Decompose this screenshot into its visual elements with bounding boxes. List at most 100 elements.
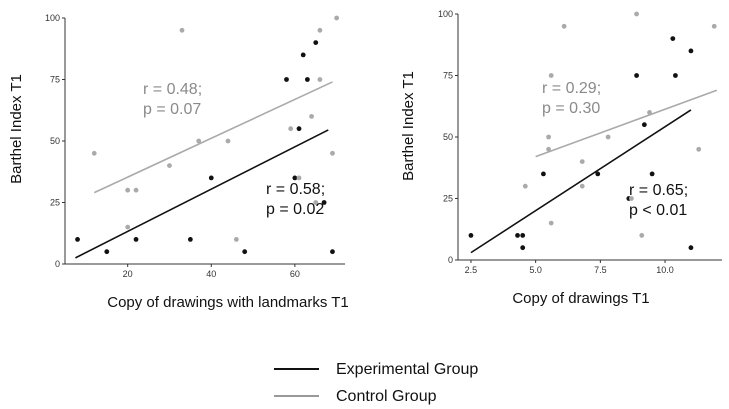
annotation-line: r = 0.48; [143,81,202,98]
data-point-control-group [647,110,652,115]
chart-left-marks: 0 25 50 75 100 20 40 60 [45,13,345,279]
legend-item-control: Control Group [274,388,437,405]
fit-line-experimental-group [75,129,329,259]
x-tick-label: 10.0 [656,265,674,275]
legend-label-control: Control Group [336,388,437,405]
fit-line-experimental-group [470,109,692,254]
x-tick-label: 7.5 [594,265,607,275]
y-tick-label: 25 [443,194,453,204]
data-point-control-group [179,27,185,33]
data-point-control-group [639,233,645,238]
data-point-control-group [605,134,611,140]
data-point-control-group [711,23,717,29]
data-point-control-group [317,27,323,33]
data-point-experimental-group [688,48,694,54]
chart-right: 0 25 50 75 100 2.5 5.0 7.5 10.0 Copy of drawings… [400,9,722,307]
annotation-line: p = 0.07 [143,101,201,118]
x-tick-label: 60 [290,269,300,279]
y-tick-label: 0 [55,259,60,269]
data-point-experimental-group [321,200,327,205]
data-point-control-group [696,146,702,152]
data-point-experimental-group [300,52,306,58]
data-point-control-group [167,163,172,169]
data-point-control-group [634,11,639,17]
fit-line-control-group [535,89,718,158]
legend-label-experimental: Experimental Group [336,361,478,378]
annotation-line: p < 0.01 [629,202,687,219]
chart-right-ylabel: Barthel Index T1 [400,71,417,181]
data-point-experimental-group [649,171,655,177]
y-tick-label: 100 [438,9,453,19]
data-point-experimental-group [292,175,298,181]
data-point-control-group [330,150,335,156]
data-point-control-group [548,73,554,78]
data-point-experimental-group [208,175,214,181]
data-point-experimental-group [641,122,647,128]
chart-left-annotation-control: r = 0.48; p = 0.07 [143,81,202,118]
data-point-experimental-group [242,249,248,255]
data-point-experimental-group [468,233,474,238]
legend: Experimental Group Control Group [274,361,478,405]
data-point-experimental-group [104,249,110,255]
data-point-control-group [313,200,319,205]
chart-right-marks: 0 25 50 75 100 2.5 5.0 7.5 10.0 [438,9,722,275]
annotation-line: p = 0.30 [542,100,600,117]
data-point-control-group [225,138,231,144]
data-point-experimental-group [520,233,526,238]
data-point-control-group [233,237,239,242]
data-point-control-group [579,159,585,165]
data-point-experimental-group [688,245,694,251]
annotation-line: r = 0.29; [542,80,601,97]
data-point-control-group [334,15,340,21]
y-tick-label: 50 [50,136,60,146]
data-point-control-group [629,196,634,201]
data-point-control-group [125,187,131,193]
annotation-line: p = 0.02 [266,201,324,218]
chart-left-annotation-experimental: r = 0.58; p = 0.02 [266,181,325,218]
data-point-control-group [309,114,314,119]
data-point-experimental-group [515,233,520,238]
data-point-experimental-group [133,237,139,242]
chart-left: 0 25 50 75 100 20 40 60 Copy of drawings with l… [8,13,349,311]
chart-right-annotation-experimental: r = 0.65; p < 0.01 [629,182,688,219]
chart-left-xlabel: Copy of drawings with landmarks T1 [107,294,349,311]
annotation-line: r = 0.65; [629,182,688,199]
chart-right-annotation-control: r = 0.29; p = 0.30 [542,80,601,117]
x-tick-label: 5.0 [529,265,542,275]
y-tick-label: 0 [448,255,453,265]
data-point-experimental-group [75,237,80,242]
y-tick-label: 50 [443,132,453,142]
chart-right-xlabel: Copy of drawings T1 [512,290,649,307]
data-point-experimental-group [187,237,193,242]
data-point-control-group [546,146,551,152]
x-tick-label: 20 [123,269,133,279]
data-point-experimental-group [670,36,676,41]
data-point-experimental-group [634,73,639,78]
data-point-control-group [548,220,554,226]
data-point-control-group [125,224,131,230]
y-tick-label: 100 [45,13,60,23]
data-point-control-group [133,187,139,193]
data-point-experimental-group [313,40,319,45]
data-point-experimental-group [520,245,526,251]
data-point-control-group [196,138,202,144]
data-point-control-group [546,134,551,140]
data-point-control-group [579,183,585,189]
data-point-experimental-group [541,171,546,177]
data-point-control-group [296,175,302,181]
data-point-experimental-group [673,73,678,78]
legend-item-experimental: Experimental Group [274,361,478,378]
data-point-control-group [561,23,567,29]
fit-line-control-group [93,81,333,194]
data-point-control-group [288,126,294,132]
data-point-experimental-group [296,126,302,132]
y-tick-label: 25 [50,198,60,208]
data-point-control-group [317,77,323,82]
annotation-line: r = 0.58; [266,181,325,198]
x-tick-label: 40 [206,269,216,279]
data-point-experimental-group [284,77,289,82]
y-tick-label: 75 [443,71,453,81]
data-point-experimental-group [304,77,310,82]
data-point-control-group [522,183,528,189]
